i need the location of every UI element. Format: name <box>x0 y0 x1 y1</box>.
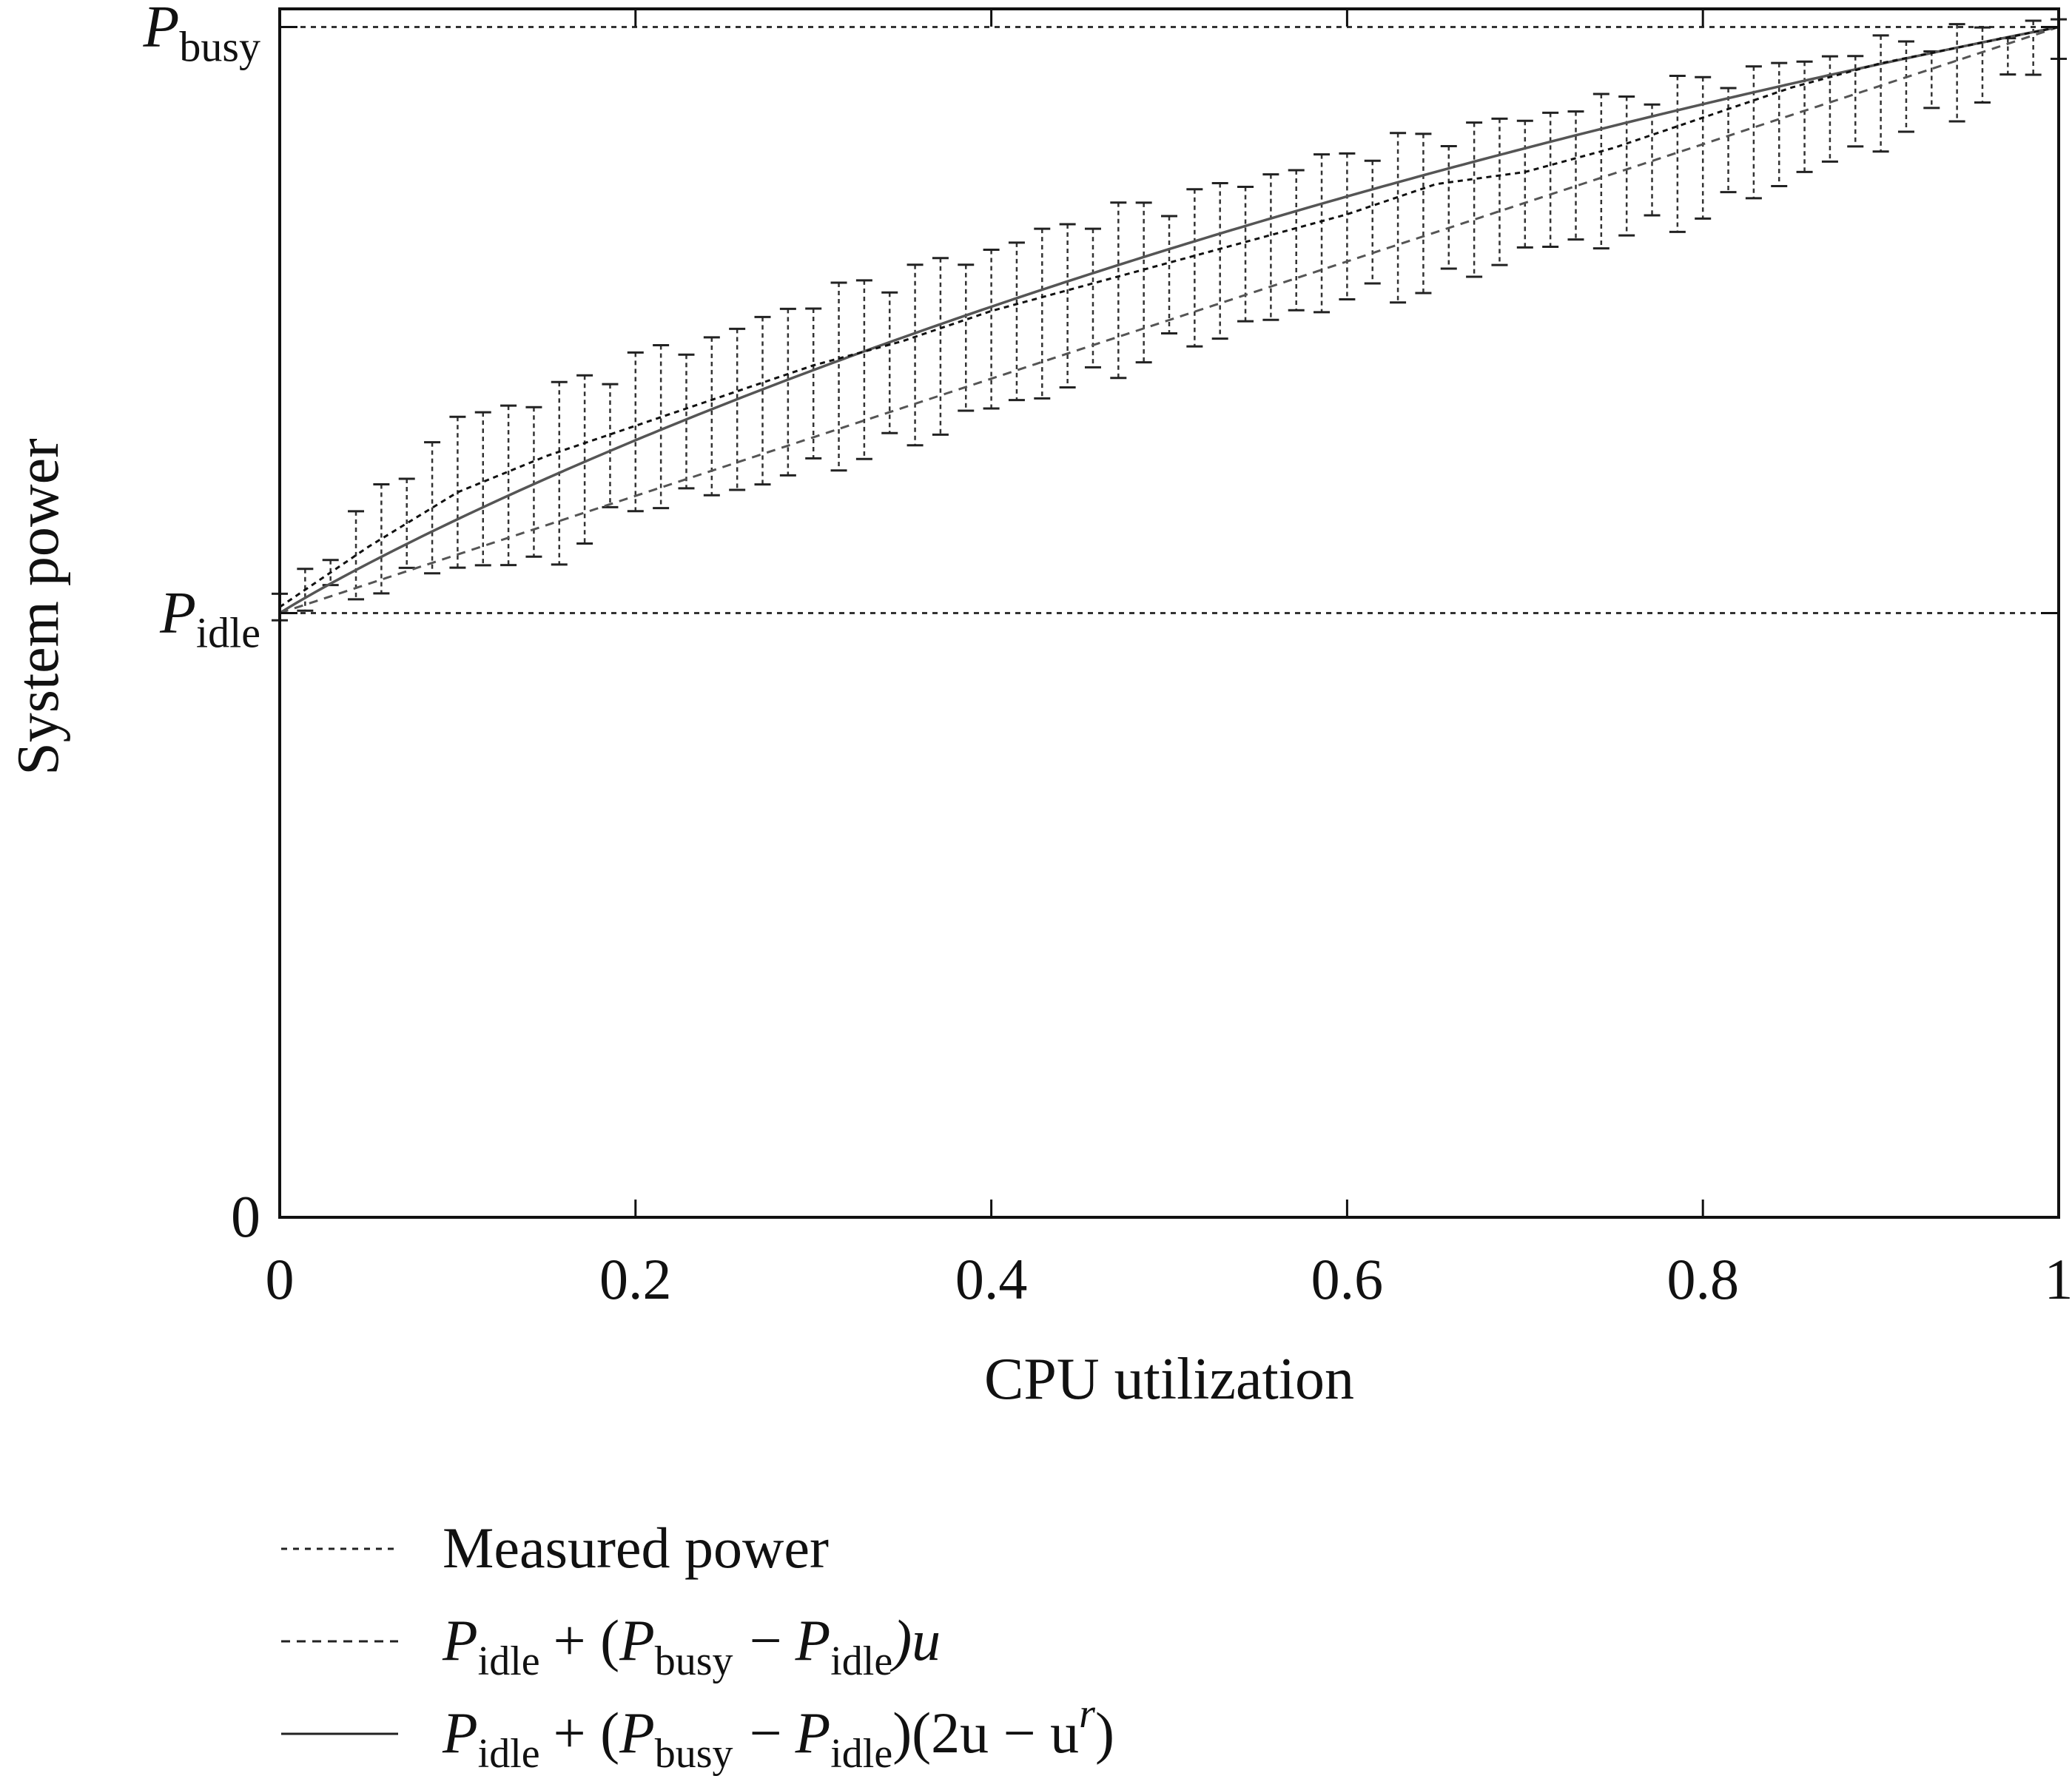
y-tick-label: 0 <box>231 1185 260 1250</box>
x-tick-label: 0.4 <box>955 1247 1028 1311</box>
error-bar <box>525 406 542 558</box>
x-tick-label: 0.8 <box>1666 1247 1739 1311</box>
x-tick-label: 0.6 <box>1311 1247 1384 1311</box>
error-bar <box>1110 201 1127 380</box>
legend: Measured power Pidle + (Pbusy − Pidle)u Pid… <box>281 1516 1114 1776</box>
error-bar <box>1237 185 1254 323</box>
error-bar <box>1415 132 1432 295</box>
error-bar <box>602 383 619 508</box>
error-bar <box>1567 110 1584 241</box>
error-bar <box>1872 34 1889 153</box>
x-tick-label: 1 <box>2045 1247 2072 1311</box>
error-bar <box>678 353 695 490</box>
error-bar <box>627 351 644 513</box>
error-bar <box>398 477 415 569</box>
measured-power-line <box>279 26 2059 608</box>
linear-model-line <box>279 26 2059 614</box>
error-bar <box>1720 87 1737 194</box>
error-bar <box>1592 92 1610 250</box>
error-bar <box>855 279 872 460</box>
error-bar <box>958 263 975 412</box>
error-bar <box>881 291 898 434</box>
error-bar <box>1491 117 1508 266</box>
error-bar <box>1211 182 1228 340</box>
error-bar <box>729 327 746 491</box>
legend-label-linear-model: Pidle + (Pbusy − Pidle)u <box>442 1608 941 1684</box>
error-bar <box>906 263 924 447</box>
error-bar <box>1695 75 1712 220</box>
error-bar <box>1339 152 1356 300</box>
nonlinear-model-line <box>279 25 2059 614</box>
error-bar <box>830 281 847 472</box>
y-tick-label: Pidle <box>159 581 260 657</box>
error-bar <box>500 404 517 567</box>
error-bar <box>653 344 670 510</box>
error-bar <box>1974 26 1991 104</box>
measured-power-error-bars <box>272 18 2067 622</box>
x-axis-label: CPU utilization <box>984 1347 1354 1412</box>
error-bar <box>1821 55 1838 163</box>
error-bar <box>474 411 491 567</box>
error-bar <box>1745 65 1762 200</box>
error-bar <box>424 441 441 575</box>
reference-lines <box>280 25 2059 614</box>
error-bar <box>1288 169 1305 312</box>
error-bar <box>1669 75 1686 233</box>
error-bar <box>805 307 822 460</box>
error-bar <box>348 510 365 601</box>
error-bar <box>373 482 390 595</box>
error-bar <box>932 257 949 436</box>
error-bar <box>1262 173 1279 321</box>
x-tick-label: 0 <box>266 1247 295 1311</box>
error-bar <box>1771 61 1788 188</box>
error-bar <box>2025 19 2042 76</box>
error-bar <box>1542 111 1559 249</box>
x-tick-label: 0.2 <box>599 1247 672 1311</box>
error-bar <box>1186 188 1203 348</box>
error-bar <box>1923 50 1940 110</box>
error-bar <box>1135 201 1152 364</box>
error-bar <box>983 249 1000 410</box>
error-bar <box>1644 103 1661 217</box>
y-axis-label: System power <box>6 438 71 776</box>
plot-frame <box>278 7 2060 1219</box>
error-bar <box>1084 227 1101 369</box>
legend-label-measured: Measured power <box>443 1516 829 1580</box>
error-bar <box>1364 159 1381 285</box>
error-bar <box>1516 119 1533 249</box>
y-tick-label: Pbusy <box>143 0 260 70</box>
error-bar <box>1390 132 1407 304</box>
legend-label-nonlinear-model: Pidle + (Pbusy − Pidle)(2u − ur) <box>442 1691 1114 1776</box>
axis-ticks: 0 0.2 0.4 0.6 0.8 1 0 Pidle Pbusy <box>143 0 2072 1311</box>
error-bar <box>1314 153 1331 314</box>
error-bar <box>1847 55 1864 148</box>
series-lines <box>279 25 2059 614</box>
error-bar <box>1059 223 1076 388</box>
error-bar <box>779 307 796 477</box>
error-bar <box>1008 241 1025 402</box>
error-bar <box>1034 227 1051 400</box>
error-bar <box>297 568 314 612</box>
error-bar <box>754 315 771 486</box>
error-bar <box>703 336 720 497</box>
error-bar <box>1466 121 1483 278</box>
error-bar <box>1897 40 1914 133</box>
error-bar <box>1618 95 1635 237</box>
error-bar <box>1440 145 1457 270</box>
error-bar <box>1161 215 1177 335</box>
error-bar <box>576 374 593 545</box>
error-bar <box>1948 23 1965 123</box>
